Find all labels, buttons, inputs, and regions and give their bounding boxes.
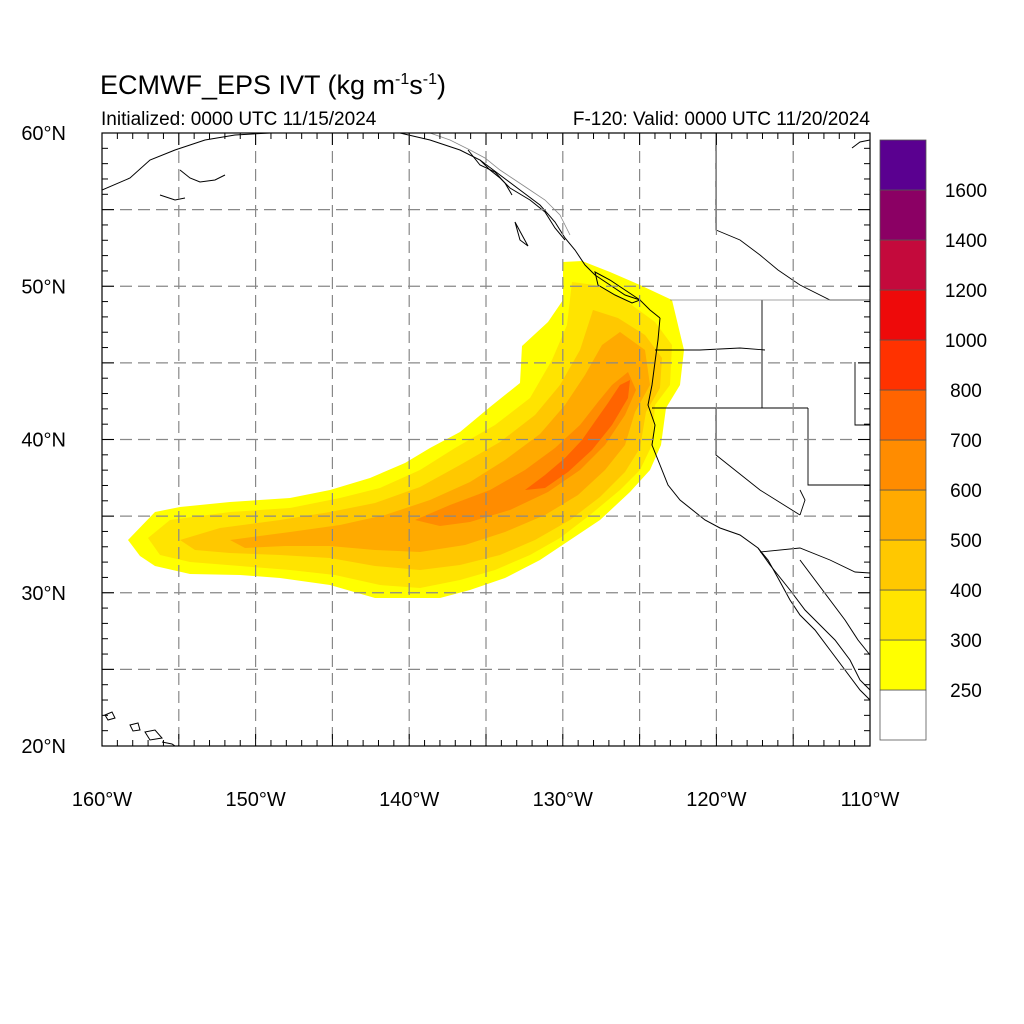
colorbar-label: 1600 xyxy=(945,181,987,202)
grid-lines xyxy=(102,133,870,746)
colorbar-swatch xyxy=(879,189,927,241)
lat-label: 20°N xyxy=(21,736,66,758)
nv-ut-border xyxy=(807,408,870,486)
colorbar-label: 1200 xyxy=(945,281,987,302)
colorbar-swatch xyxy=(879,589,927,641)
colorbar-swatch xyxy=(879,389,927,441)
kodiak-coast xyxy=(159,194,186,201)
hawaii-island-1 xyxy=(104,711,116,721)
lon-labels: 160°W 150°W 140°W 130°W 120°W 110°W xyxy=(72,789,900,811)
colorbar-label: 250 xyxy=(950,681,982,702)
colorbar-labels: 250 300 400 500 600 700 800 1000 1200 1400 1600 xyxy=(945,181,987,702)
lat-label: 40°N xyxy=(21,430,66,452)
ivt-band-500 xyxy=(230,332,650,552)
hawaii-island-2 xyxy=(129,722,141,732)
colorbar-swatch xyxy=(879,239,927,291)
ne-corner-coast xyxy=(851,139,870,149)
colorbar-swatch xyxy=(879,539,927,591)
colorbar-label: 1400 xyxy=(945,231,987,252)
colorbar-label: 700 xyxy=(950,431,982,452)
gulf-california-coast xyxy=(799,559,870,656)
lon-label: 140°W xyxy=(379,789,439,811)
colorbar-swatch xyxy=(879,639,927,691)
colorbar-swatch xyxy=(879,139,927,191)
us-mexico-border xyxy=(759,547,870,574)
colorbar-swatch xyxy=(879,439,927,491)
gulf-alaska-coast xyxy=(179,169,226,183)
alaska-coast-line xyxy=(102,133,271,191)
lon-label: 130°W xyxy=(533,789,593,811)
wa-or-border xyxy=(655,347,766,351)
colorbar-label: 800 xyxy=(950,381,982,402)
borders xyxy=(652,133,870,574)
colorbar-label: 1000 xyxy=(945,331,987,352)
ivt-band-700 xyxy=(525,380,630,490)
axis-ticks xyxy=(101,132,871,747)
colorbar-label: 500 xyxy=(950,531,982,552)
lat-label: 50°N xyxy=(21,276,66,298)
initialized-time: Initialized: 0000 UTC 11/15/2024 xyxy=(101,109,377,130)
lon-label: 120°W xyxy=(686,789,746,811)
vancouver-island xyxy=(594,271,642,304)
colorbar-label: 300 xyxy=(950,631,982,652)
coastlines xyxy=(102,133,870,746)
colorbar-swatch xyxy=(879,689,927,741)
colorbar-swatch xyxy=(879,339,927,391)
haida-gwaii-coast xyxy=(514,221,529,247)
colorbar-swatch xyxy=(879,289,927,341)
colorbar-swatch xyxy=(879,489,927,541)
hawaii-island-4 xyxy=(161,741,176,746)
ca-nv-border xyxy=(715,408,801,516)
bc-coast-fjords xyxy=(479,159,566,241)
chart-title: ECMWF_EPS IVT (kg m-1s-1) xyxy=(100,70,447,100)
colorbar-label: 600 xyxy=(950,481,982,502)
lat-label: 60°N xyxy=(21,123,66,145)
lon-label: 110°W xyxy=(841,789,900,811)
canada-us-border-interior xyxy=(715,133,870,301)
baja-coast xyxy=(757,547,870,691)
us-west-coast xyxy=(647,317,870,701)
se-alaska-islands xyxy=(467,149,513,196)
colorbar-label: 400 xyxy=(950,581,982,602)
lon-label: 160°W xyxy=(72,789,132,811)
ivt-shading xyxy=(128,261,684,598)
ut-state-line xyxy=(854,362,870,426)
colorado-river xyxy=(799,489,806,516)
lon-label: 150°W xyxy=(225,789,285,811)
colorbar xyxy=(879,139,927,741)
valid-time: F-120: Valid: 0000 UTC 11/20/2024 xyxy=(572,109,870,130)
lat-label: 30°N xyxy=(21,583,66,605)
lat-labels: 20°N 30°N 40°N 50°N 60°N xyxy=(21,123,66,758)
alaska-canada-border xyxy=(429,133,870,301)
hawaii-island-3 xyxy=(144,729,163,741)
